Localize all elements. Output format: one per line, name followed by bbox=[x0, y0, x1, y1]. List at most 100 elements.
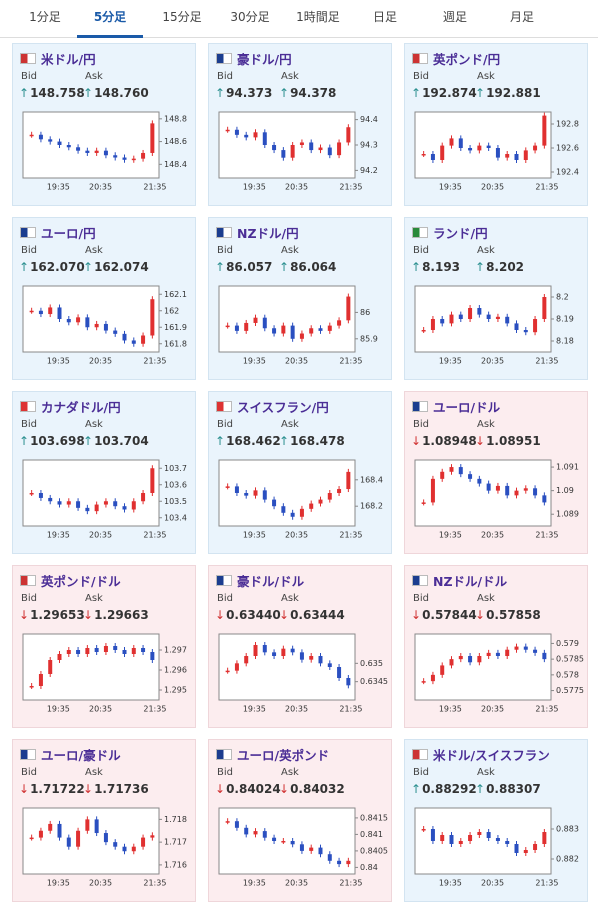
rate-card[interactable]: 英ポンド/ドル Bid Ask ↓1.29653 ↓1.29663 1.295 1.296 1… bbox=[12, 565, 196, 728]
rate-card[interactable]: カナダドル/円 Bid Ask ↑103.698 ↑103.704 103.4 103.5 1… bbox=[12, 391, 196, 554]
tab[interactable]: 日足 bbox=[372, 10, 397, 24]
y-tick-label: 1.295 bbox=[164, 686, 187, 695]
candle-body bbox=[244, 322, 249, 331]
candle-body bbox=[346, 296, 351, 321]
candle-body bbox=[48, 823, 53, 831]
ask-value: ↑86.064 bbox=[279, 260, 336, 274]
candle-body bbox=[477, 478, 482, 484]
candle-body bbox=[225, 486, 230, 488]
flag-icon bbox=[216, 401, 232, 412]
candle-body bbox=[468, 474, 473, 479]
rate-card[interactable]: ランド/円 Bid Ask ↑8.193 ↑8.202 8.18 8.19 8.2 19:35 2… bbox=[404, 217, 588, 380]
candle-body bbox=[272, 328, 277, 334]
candle-body bbox=[57, 823, 62, 838]
rate-card[interactable]: NZドル/円 Bid Ask ↑86.057 ↑86.064 85.9 86 19:35 20:… bbox=[208, 217, 392, 380]
rate-card[interactable]: スイスフラン/円 Bid Ask ↑168.462 ↑168.478 168.2 168.4… bbox=[208, 391, 392, 554]
x-tick-label: 21:35 bbox=[143, 183, 166, 192]
tab[interactable]: 1分足 bbox=[29, 10, 61, 24]
trend-arrow: ↓ bbox=[475, 608, 486, 622]
candle-body bbox=[94, 648, 99, 652]
bid-value: ↑162.070 bbox=[19, 260, 85, 274]
x-tick-label: 19:35 bbox=[47, 531, 70, 540]
y-tick-label: 1.717 bbox=[164, 838, 187, 847]
plot-area bbox=[22, 285, 160, 353]
ask-value: ↓1.08951 bbox=[475, 434, 541, 448]
rate-card[interactable]: ユーロ/ドル Bid Ask ↓1.08948 ↓1.08951 1.089 1.09 1.0… bbox=[404, 391, 588, 554]
flag-icon bbox=[412, 53, 428, 64]
tab[interactable]: 月足 bbox=[509, 10, 534, 24]
candle-body bbox=[103, 833, 108, 843]
mini-chart: 103.4 103.5 103.6 103.7 19:35 20:35 21:35 bbox=[22, 459, 187, 540]
ask-label: Ask bbox=[85, 71, 103, 82]
candle-body bbox=[309, 142, 314, 151]
tab[interactable]: 5分足 bbox=[77, 0, 143, 38]
candle-body bbox=[299, 333, 304, 339]
rate-card[interactable]: 豪ドル/円 Bid Ask ↑94.373 ↑94.378 94.2 94.3 94.4 19:… bbox=[208, 43, 392, 206]
rate-card[interactable]: 豪ドル/ドル Bid Ask ↓0.63440 ↓0.63444 0.6345 0.635 1… bbox=[208, 565, 392, 728]
candle-body bbox=[29, 134, 34, 137]
trend-arrow: ↑ bbox=[475, 782, 486, 796]
x-tick-label: 19:35 bbox=[47, 705, 70, 714]
tab[interactable]: 週足 bbox=[442, 10, 467, 24]
candle-body bbox=[29, 686, 34, 688]
ask-value: ↑8.202 bbox=[475, 260, 524, 274]
candle-body bbox=[262, 490, 267, 500]
trend-arrow: ↑ bbox=[411, 260, 422, 274]
mini-chart: 1.089 1.09 1.091 19:35 20:35 21:35 bbox=[414, 459, 579, 540]
rate-card[interactable]: 英ポンド/円 Bid Ask ↑192.874 ↑192.881 192.4 192.6 19… bbox=[404, 43, 588, 206]
ask-price: 1.71736 bbox=[94, 782, 149, 796]
x-tick-label: 21:35 bbox=[339, 531, 362, 540]
candle-body bbox=[440, 471, 445, 479]
rate-card[interactable]: ユーロ/円 Bid Ask ↑162.070 ↑162.074 161.8 161.9 162… bbox=[12, 217, 196, 380]
candle-body bbox=[103, 323, 108, 331]
candle-body bbox=[85, 648, 90, 654]
rate-card[interactable]: NZドル/ドル Bid Ask ↓0.57844 ↓0.57858 0.5775 0.578… bbox=[404, 565, 588, 728]
candle-body bbox=[290, 841, 295, 845]
mini-chart: 192.4 192.6 192.8 19:35 20:35 21:35 bbox=[414, 111, 579, 192]
x-tick-label: 19:35 bbox=[439, 183, 462, 192]
trend-arrow: ↓ bbox=[279, 608, 290, 622]
rate-card[interactable]: ユーロ/豪ドル Bid Ask ↓1.71722 ↓1.71736 1.716 1.717 1… bbox=[12, 739, 196, 902]
candle-body bbox=[253, 490, 258, 496]
ask-value: ↓0.57858 bbox=[475, 608, 541, 622]
ask-price: 103.704 bbox=[94, 434, 149, 448]
y-tick-label: 85.9 bbox=[360, 334, 378, 343]
trend-arrow: ↓ bbox=[411, 608, 422, 622]
bid-price: 1.71722 bbox=[30, 782, 85, 796]
bid-value: ↓0.84024 bbox=[215, 782, 281, 796]
x-tick-label: 19:35 bbox=[47, 879, 70, 888]
candle-body bbox=[542, 115, 547, 146]
candle-body bbox=[281, 506, 286, 513]
mini-chart: 94.2 94.3 94.4 19:35 20:35 21:35 bbox=[218, 111, 378, 192]
bid-label: Bid bbox=[413, 419, 429, 430]
tab[interactable]: 1時間足 bbox=[296, 10, 340, 24]
candle-body bbox=[48, 660, 53, 674]
bid-price: 103.698 bbox=[30, 434, 85, 448]
trend-arrow: ↑ bbox=[83, 86, 94, 100]
candle-body bbox=[141, 152, 146, 159]
bid-label: Bid bbox=[21, 419, 37, 430]
bid-value: ↑168.462 bbox=[215, 434, 281, 448]
candle-body bbox=[244, 134, 249, 138]
bid-label: Bid bbox=[21, 767, 37, 778]
candle-body bbox=[327, 663, 332, 667]
y-tick-label: 0.5775 bbox=[556, 686, 584, 695]
candle-body bbox=[486, 483, 491, 491]
candle-body bbox=[150, 835, 155, 838]
candle-body bbox=[309, 847, 314, 851]
rate-card[interactable]: 米ドル/スイスフラン Bid Ask ↑0.88292 ↑0.88307 0.882 0.8… bbox=[404, 739, 588, 902]
ask-label: Ask bbox=[85, 593, 103, 604]
candle-body bbox=[262, 317, 267, 329]
rate-card[interactable]: 米ドル/円 Bid Ask ↑148.758 ↑148.760 148.4 148.6 148… bbox=[12, 43, 196, 206]
y-tick-label: 103.7 bbox=[164, 464, 187, 473]
candle-body bbox=[76, 501, 81, 508]
ask-value: ↑94.378 bbox=[279, 86, 336, 100]
candle-body bbox=[318, 656, 323, 664]
mini-chart: 0.6345 0.635 19:35 20:35 21:35 bbox=[218, 633, 388, 714]
candle-body bbox=[281, 841, 286, 843]
tab[interactable]: 15分足 bbox=[162, 10, 202, 24]
tab[interactable]: 30分足 bbox=[230, 10, 270, 24]
rate-card[interactable]: ユーロ/英ポンド Bid Ask ↓0.84024 ↓0.84032 0.84 0.8405… bbox=[208, 739, 392, 902]
candle-body bbox=[421, 681, 426, 683]
trend-arrow: ↓ bbox=[411, 434, 422, 448]
